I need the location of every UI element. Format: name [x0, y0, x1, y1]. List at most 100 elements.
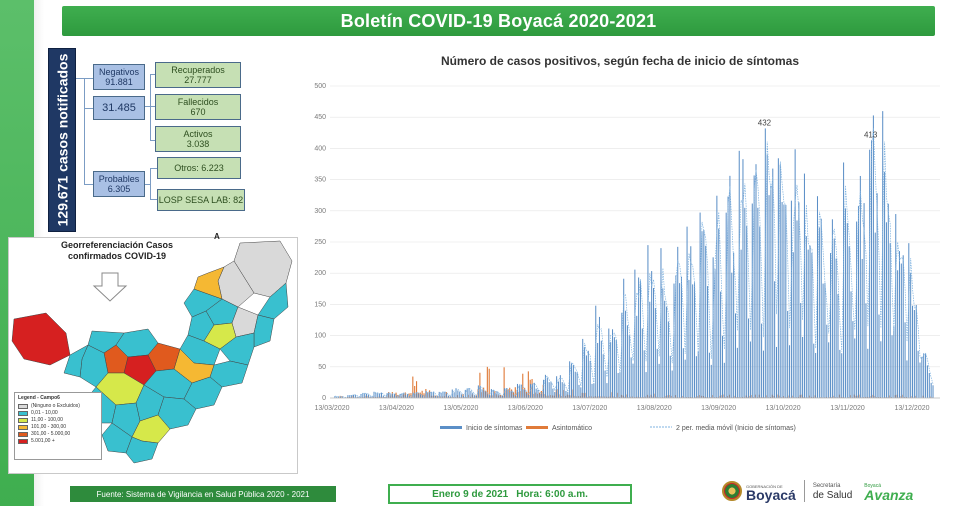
sintomas-bar	[846, 223, 848, 398]
sintomas-bar	[543, 379, 545, 398]
sintomas-bar	[390, 394, 392, 398]
sintomas-bar	[485, 391, 487, 398]
sintomas-bar	[364, 393, 366, 398]
sintomas-bar	[634, 269, 636, 398]
sintomas-bar	[407, 393, 409, 398]
sintomas-bar	[423, 396, 425, 398]
sintomas-bar	[377, 393, 379, 398]
sintomas-bar	[531, 384, 533, 398]
legend-swatch	[18, 404, 28, 409]
sintomas-bar	[623, 278, 625, 398]
sintomas-bar	[438, 391, 440, 398]
sintomas-bar	[679, 283, 681, 398]
sintomas-bar	[904, 322, 906, 398]
sintomas-bar	[710, 364, 712, 398]
logo-divider	[803, 480, 805, 502]
report-time: Hora: 6:00 a.m.	[516, 488, 588, 500]
sintomas-bar	[464, 389, 466, 398]
y-tick-label: 200	[314, 270, 326, 277]
chart-title: Número de casos positivos, según fecha d…	[440, 54, 800, 68]
asintomatico-bar	[421, 390, 423, 398]
report-date: Enero 9 de 2021	[432, 488, 509, 500]
north-arrow-icon: A	[214, 232, 220, 241]
asintomatico-bar	[486, 366, 488, 398]
sintomas-bar	[684, 359, 686, 398]
sintomas-bar	[373, 391, 375, 398]
sintomas-bar	[397, 396, 399, 398]
sintomas-bar	[641, 328, 643, 398]
sintomas-bar	[453, 392, 455, 398]
y-tick-label: 150	[314, 301, 326, 308]
x-tick-label: 13/10/2020	[766, 405, 801, 412]
sintomas-bar	[492, 390, 494, 398]
sintomas-bar	[613, 337, 615, 398]
sintomas-bar	[656, 348, 658, 398]
sintomas-bar	[530, 383, 532, 398]
sintomas-bar	[513, 394, 515, 398]
y-tick-label: 400	[314, 145, 326, 152]
sintomas-bar	[615, 340, 617, 398]
sintomas-bar	[759, 226, 761, 398]
sintomas-bar	[891, 335, 893, 398]
sintomas-bar	[761, 323, 763, 398]
sintomas-bar	[921, 356, 923, 398]
sintomas-bar	[809, 245, 811, 398]
recuperados-value: 27.777	[184, 75, 212, 85]
sintomas-bar	[591, 383, 593, 398]
sintomas-bar	[751, 203, 753, 398]
sintomas-bar	[410, 396, 412, 398]
sintomas-bar	[882, 111, 884, 399]
sintomas-bar	[826, 324, 828, 398]
sintomas-bar	[876, 193, 878, 398]
sintomas-bar	[367, 394, 369, 398]
otros-value: Otros: 6.223	[174, 163, 224, 173]
sintomas-bar	[813, 343, 815, 398]
sintomas-bar	[772, 168, 774, 398]
report-date-box: Enero 9 de 2021 Hora: 6:00 a.m.	[388, 484, 632, 504]
sintomas-bar	[449, 396, 451, 398]
map-region	[193, 266, 225, 300]
sintomas-bar	[375, 392, 377, 398]
sintomas-bar	[353, 394, 355, 398]
sintomas-bar	[630, 357, 632, 398]
sintomas-bar	[680, 276, 682, 398]
sintomas-bar	[733, 252, 735, 398]
sintomas-bar	[854, 338, 856, 398]
asintomatico-bar	[412, 376, 414, 398]
sintomas-bar	[912, 305, 914, 398]
sintomas-bar	[541, 393, 543, 398]
sintomas-bar	[816, 196, 819, 398]
sintomas-bar	[351, 395, 353, 398]
sintomas-bar	[580, 387, 582, 398]
sintomas-bar	[880, 341, 882, 398]
sintomas-bar	[625, 310, 627, 398]
sintomas-bar	[699, 212, 701, 398]
sintomas-bar	[839, 349, 841, 398]
sintomas-bar	[619, 372, 621, 398]
sintomas-bar	[474, 395, 476, 398]
asintomatico-bar	[503, 367, 505, 398]
sintomas-bar	[585, 355, 587, 398]
sintomas-bar	[636, 315, 638, 398]
sintomas-bar	[902, 255, 904, 398]
secretaria-salud-logo: Secretaría de Salud	[812, 483, 853, 501]
confirmados-box: 31.485	[93, 96, 145, 120]
sintomas-bar	[869, 149, 871, 398]
sintomas-bar	[507, 390, 509, 398]
sintomas-bar	[818, 227, 820, 398]
sintomas-bar	[649, 301, 651, 398]
bulletin-title: Boletín COVID-19 Boyacá 2020-2021	[340, 10, 657, 31]
sintomas-bar	[779, 164, 781, 398]
sintomas-bar	[906, 360, 908, 398]
x-tick-label: 13/11/2020	[830, 405, 865, 412]
connector-line	[150, 140, 155, 141]
sintomas-bar	[431, 392, 433, 398]
sintomas-bar	[871, 140, 873, 398]
legend-label-asintomatico: Asintomático	[552, 425, 592, 432]
boyaca-seal-icon	[722, 481, 742, 501]
sintomas-bar	[392, 393, 394, 398]
institutional-logos: GOBERNACIÓN DE Boyacá Secretaría de Salu…	[722, 478, 948, 504]
sintomas-bar	[887, 203, 889, 398]
legend-label-sintomas: Inicio de síntomas	[466, 425, 523, 432]
sintomas-bar	[653, 287, 655, 398]
